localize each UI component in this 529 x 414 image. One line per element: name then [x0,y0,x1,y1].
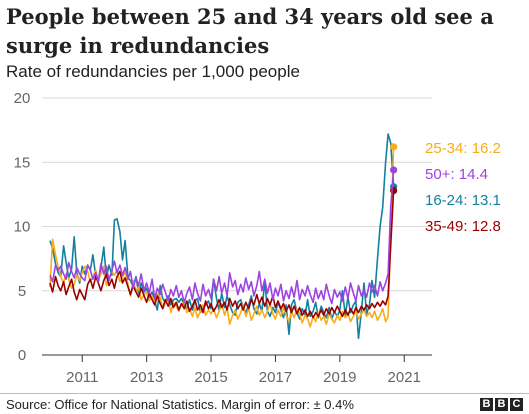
x-tick-label-2013: 2013 [130,369,163,386]
series-label-3: 50+: 14.4 [425,166,488,183]
series-line-3 [49,169,395,305]
y-tick-label-0: 0 [18,347,26,364]
source-note: Source: Office for National Statistics. … [6,397,354,412]
series-labels: 25-34: 16.2 50+: 14.4 16-24: 13.1 35-49: 12… [425,140,501,235]
series-lines [49,133,398,340]
x-tick-label-2019: 2019 [323,369,356,386]
gridlines [42,97,432,356]
x-axis: 2011 2013 2015 2017 2019 2021 [66,355,421,386]
chart-title: People between 25 and 34 years old see a… [6,4,494,58]
logo-letter-b2: B [495,398,508,411]
bbc-logo: B B C [480,398,523,411]
series-line-2 [49,190,395,319]
series-label-1: 25-34: 16.2 [425,140,501,157]
x-tick-label-2017: 2017 [259,369,292,386]
chart-subtitle: Rate of redundancies per 1,000 people [6,62,300,81]
series-line-1 [49,146,395,328]
series-end-dot-1 [390,143,398,151]
x-tick-label-2011: 2011 [66,369,98,386]
x-tick-label-2021: 2021 [388,369,421,386]
x-tick-label-2015: 2015 [194,369,227,386]
series-label-2: 35-49: 12.8 [425,218,501,235]
logo-letter-c: C [510,398,523,411]
y-tick-label-20: 20 [14,90,31,107]
y-tick-label-5: 5 [18,283,26,300]
y-tick-label-10: 10 [14,219,31,236]
series-label-0: 16-24: 13.1 [425,192,501,209]
series-end-dot-3 [390,166,398,174]
y-tick-label-15: 15 [14,154,31,171]
footer-divider [0,393,529,394]
line-chart: 0 5 10 15 20 2011 2013 2015 2017 2019 2021 25-34:… [14,90,501,386]
y-axis: 0 5 10 15 20 [14,90,31,364]
logo-letter-b1: B [480,398,493,411]
